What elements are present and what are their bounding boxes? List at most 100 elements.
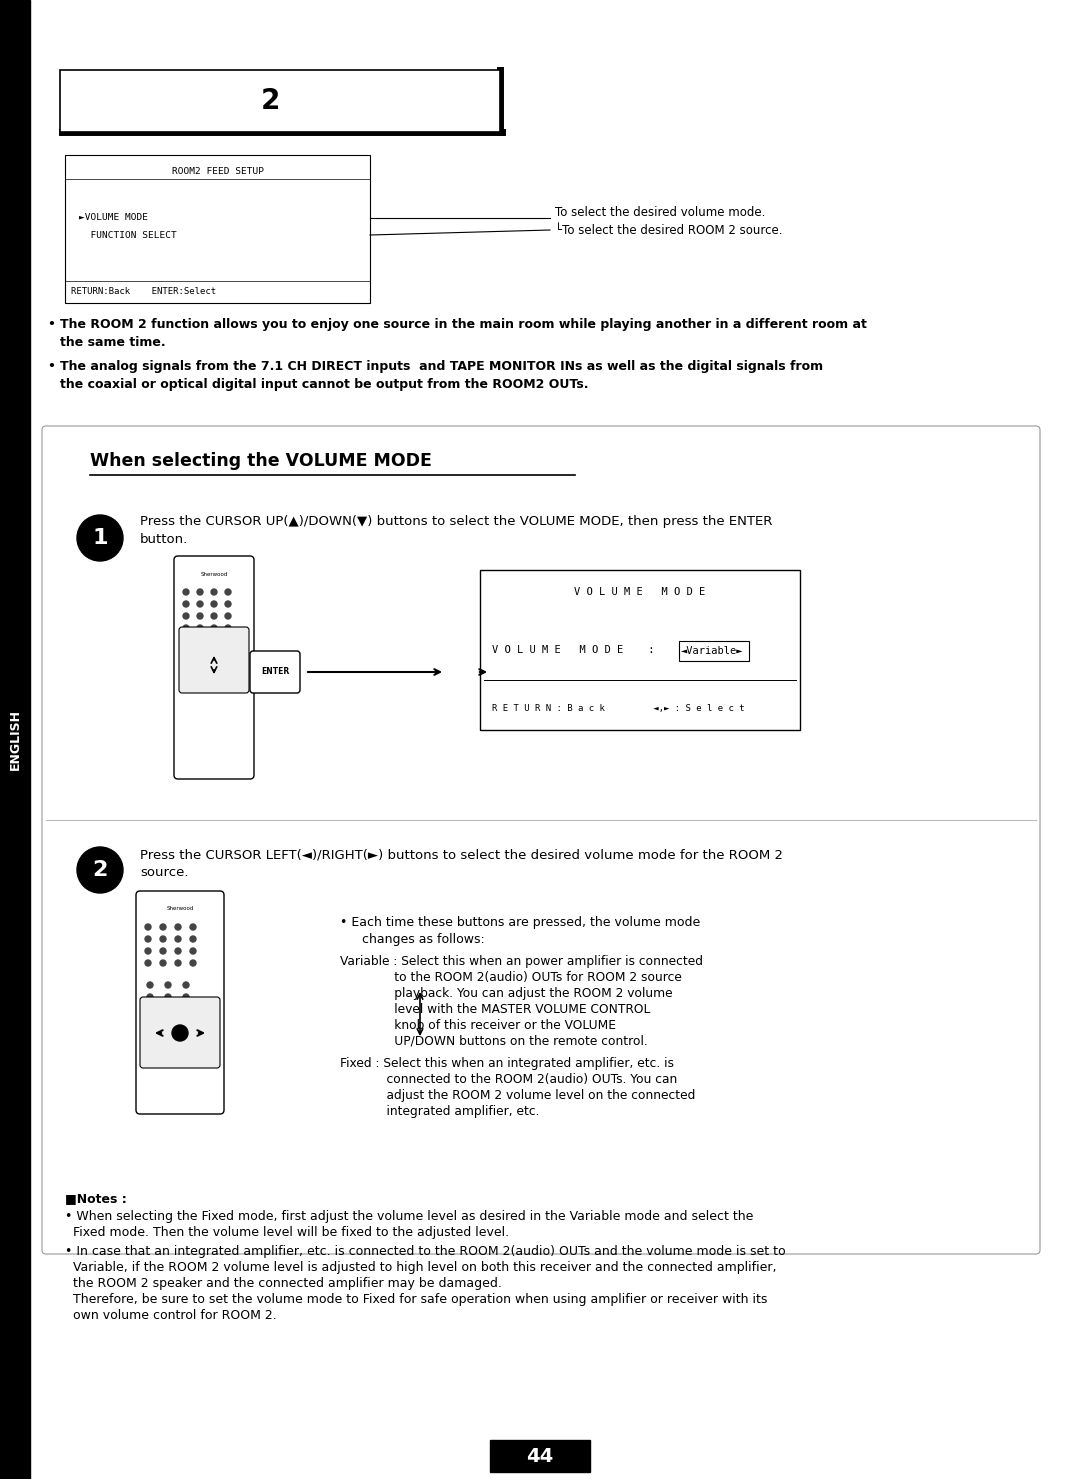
Circle shape [190,948,195,954]
Circle shape [183,589,189,595]
Circle shape [77,515,123,561]
Text: V O L U M E   M O D E: V O L U M E M O D E [575,587,705,598]
Circle shape [185,669,191,674]
Circle shape [211,612,217,620]
Text: • In case that an integrated amplifier, etc. is connected to the ROOM 2(audio) O: • In case that an integrated amplifier, … [65,1245,785,1259]
Text: Sherwood: Sherwood [200,571,228,577]
Circle shape [160,936,166,942]
Text: V O L U M E   M O D E    :: V O L U M E M O D E : [492,645,654,655]
Text: 2: 2 [92,859,108,880]
Circle shape [183,982,189,988]
Circle shape [197,589,203,595]
Text: The ROOM 2 function allows you to enjoy one source in the main room while playin: The ROOM 2 function allows you to enjoy … [60,318,867,331]
Text: • When selecting the Fixed mode, first adjust the volume level as desired in the: • When selecting the Fixed mode, first a… [65,1210,754,1223]
Text: •: • [48,359,55,373]
Circle shape [225,600,231,606]
Text: └To select the desired ROOM 2 source.: └To select the desired ROOM 2 source. [555,223,783,237]
Circle shape [175,936,181,942]
Text: 44: 44 [526,1446,554,1466]
Text: the same time.: the same time. [60,336,165,349]
Circle shape [217,669,222,674]
Text: to the ROOM 2(audio) OUTs for ROOM 2 source: to the ROOM 2(audio) OUTs for ROOM 2 sou… [340,972,681,984]
Circle shape [190,924,195,930]
FancyBboxPatch shape [179,627,249,694]
Circle shape [183,600,189,606]
Circle shape [185,657,191,663]
Circle shape [211,600,217,606]
Text: Variable, if the ROOM 2 volume level is adjusted to high level on both this rece: Variable, if the ROOM 2 volume level is … [65,1262,777,1273]
Circle shape [211,626,217,632]
Circle shape [217,645,222,651]
Circle shape [147,1006,153,1012]
Text: Therefore, be sure to set the volume mode to Fixed for safe operation when using: Therefore, be sure to set the volume mod… [65,1293,768,1306]
Text: • Each time these buttons are pressed, the volume mode: • Each time these buttons are pressed, t… [340,916,700,929]
Text: To select the desired volume mode.: To select the desired volume mode. [555,207,766,219]
Text: UP/DOWN buttons on the remote control.: UP/DOWN buttons on the remote control. [340,1035,648,1049]
Circle shape [201,645,207,651]
Text: button.: button. [140,532,188,546]
Text: the ROOM 2 speaker and the connected amplifier may be damaged.: the ROOM 2 speaker and the connected amp… [65,1276,502,1290]
Circle shape [211,589,217,595]
Text: ◄Variable►: ◄Variable► [681,646,743,657]
Text: ENGLISH: ENGLISH [9,710,22,771]
Text: integrated amplifier, etc.: integrated amplifier, etc. [340,1105,540,1118]
Bar [467,660,477,683]
Circle shape [190,960,195,966]
Circle shape [183,994,189,1000]
FancyBboxPatch shape [249,651,300,694]
Circle shape [225,612,231,620]
Text: The analog signals from the 7.1 CH DIRECT inputs  and TAPE MONITOR INs as well a: The analog signals from the 7.1 CH DIREC… [60,359,823,373]
Circle shape [183,612,189,620]
Circle shape [185,645,191,651]
Circle shape [197,600,203,606]
Text: source.: source. [140,867,189,879]
Circle shape [147,994,153,1000]
Text: ENTER: ENTER [261,667,289,676]
Text: •: • [48,318,55,331]
Text: R E T U R N : B a c k         ◄,► : S e l e c t: R E T U R N : B a c k ◄,► : S e l e c t [492,704,744,713]
Circle shape [160,960,166,966]
Circle shape [183,1006,189,1012]
Circle shape [165,1006,171,1012]
Text: Variable : Select this when an power amplifier is connected: Variable : Select this when an power amp… [340,955,703,967]
Text: adjust the ROOM 2 volume level on the connected: adjust the ROOM 2 volume level on the co… [340,1089,696,1102]
Text: the coaxial or optical digital input cannot be output from the ROOM2 OUTs.: the coaxial or optical digital input can… [60,379,589,390]
Circle shape [201,657,207,663]
Text: RETURN:Back    ENTER:Select: RETURN:Back ENTER:Select [71,287,216,296]
Circle shape [197,626,203,632]
FancyBboxPatch shape [140,997,220,1068]
Bar [0,0,30,1479]
Bar [455,660,465,683]
Circle shape [77,847,123,893]
Circle shape [201,669,207,674]
Circle shape [175,948,181,954]
Circle shape [190,936,195,942]
Circle shape [225,626,231,632]
Circle shape [145,924,151,930]
FancyBboxPatch shape [174,556,254,779]
Text: When selecting the VOLUME MODE: When selecting the VOLUME MODE [90,453,432,470]
Circle shape [145,948,151,954]
Text: 2: 2 [260,87,280,115]
Circle shape [165,994,171,1000]
Text: Fixed mode. Then the volume level will be fixed to the adjusted level.: Fixed mode. Then the volume level will b… [65,1226,509,1239]
Circle shape [197,612,203,620]
Text: connected to the ROOM 2(audio) OUTs. You can: connected to the ROOM 2(audio) OUTs. You… [340,1072,677,1086]
Circle shape [160,948,166,954]
Text: own volume control for ROOM 2.: own volume control for ROOM 2. [65,1309,276,1322]
FancyBboxPatch shape [65,155,370,303]
Circle shape [147,982,153,988]
Text: 1: 1 [92,528,108,549]
Circle shape [145,960,151,966]
Text: Press the CURSOR LEFT(◄)/RIGHT(►) buttons to select the desired volume mode for : Press the CURSOR LEFT(◄)/RIGHT(►) button… [140,847,783,861]
Text: playback. You can adjust the ROOM 2 volume: playback. You can adjust the ROOM 2 volu… [340,986,673,1000]
Text: changes as follows:: changes as follows: [354,933,485,947]
Circle shape [225,589,231,595]
FancyBboxPatch shape [480,569,800,731]
Circle shape [145,936,151,942]
Circle shape [165,982,171,988]
Text: ►VOLUME MODE: ►VOLUME MODE [79,213,148,222]
Text: FUNCTION SELECT: FUNCTION SELECT [79,231,177,240]
Circle shape [183,626,189,632]
Text: ■Notes :: ■Notes : [65,1192,126,1205]
